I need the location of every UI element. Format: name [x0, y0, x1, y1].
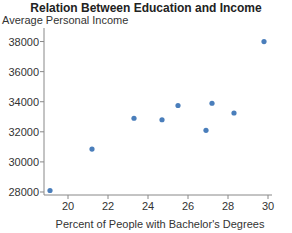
- point: [231, 110, 236, 115]
- x-tick-label: 20: [62, 200, 74, 212]
- y-tick: [40, 131, 44, 132]
- y-tick-label: 34000: [8, 96, 39, 108]
- x-tick: [188, 195, 189, 199]
- point: [89, 147, 94, 152]
- x-tick: [268, 195, 269, 199]
- y-tick: [40, 41, 44, 42]
- point: [159, 117, 164, 122]
- x-tick-label: 22: [102, 200, 114, 212]
- point: [261, 39, 266, 44]
- y-tick-label: 38000: [8, 36, 39, 48]
- y-tick: [40, 101, 44, 102]
- y-tick: [40, 71, 44, 72]
- x-axis-label: Percent of People with Bachelor's Degree…: [56, 218, 265, 230]
- x-tick: [148, 195, 149, 199]
- point: [131, 116, 136, 121]
- x-tick-label: 30: [262, 200, 274, 212]
- x-tick-label: 24: [142, 200, 154, 212]
- y-tick: [40, 161, 44, 162]
- point: [175, 103, 180, 108]
- y-axis-label: Average Personal Income: [2, 14, 128, 26]
- x-tick-label: 28: [222, 200, 234, 212]
- x-tick: [68, 195, 69, 199]
- point: [47, 188, 52, 193]
- point: [203, 128, 208, 133]
- y-tick-label: 28000: [8, 186, 39, 198]
- point: [209, 101, 214, 106]
- y-tick-label: 36000: [8, 66, 39, 78]
- y-axis: [44, 28, 45, 195]
- y-tick-label: 32000: [8, 126, 39, 138]
- x-tick: [228, 195, 229, 199]
- points: [47, 39, 266, 193]
- x-axis: [44, 195, 272, 196]
- x-tick: [108, 195, 109, 199]
- y-tick: [40, 191, 44, 192]
- title: Relation Between Education and Income: [30, 1, 262, 15]
- x-tick-label: 26: [182, 200, 194, 212]
- y-tick-label: 30000: [8, 156, 39, 168]
